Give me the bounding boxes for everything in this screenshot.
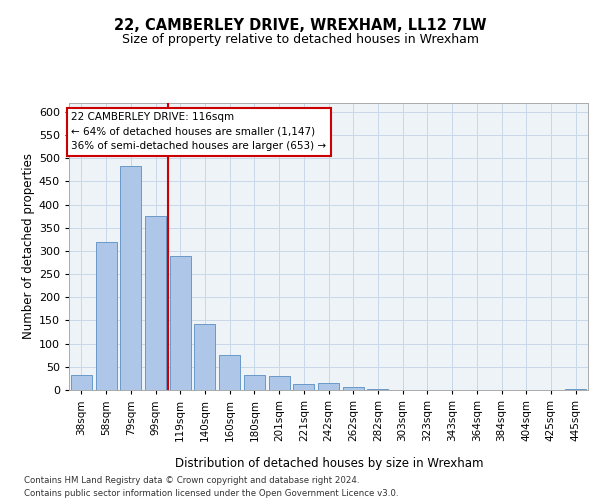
- Bar: [367, 389, 388, 390]
- Bar: [219, 355, 240, 390]
- Text: 22, CAMBERLEY DRIVE, WREXHAM, LL12 7LW: 22, CAMBERLEY DRIVE, WREXHAM, LL12 7LW: [114, 18, 486, 32]
- Text: 22 CAMBERLEY DRIVE: 116sqm
← 64% of detached houses are smaller (1,147)
36% of s: 22 CAMBERLEY DRIVE: 116sqm ← 64% of deta…: [71, 112, 326, 152]
- Bar: [343, 387, 364, 390]
- Text: Distribution of detached houses by size in Wrexham: Distribution of detached houses by size …: [175, 458, 483, 470]
- Bar: [293, 384, 314, 390]
- Text: Contains HM Land Registry data © Crown copyright and database right 2024.: Contains HM Land Registry data © Crown c…: [24, 476, 359, 485]
- Bar: [269, 376, 290, 390]
- Bar: [71, 374, 92, 390]
- Text: Size of property relative to detached houses in Wrexham: Size of property relative to detached ho…: [121, 34, 479, 46]
- Bar: [145, 216, 166, 390]
- Bar: [95, 242, 116, 390]
- Bar: [244, 374, 265, 390]
- Y-axis label: Number of detached properties: Number of detached properties: [22, 153, 35, 340]
- Bar: [120, 166, 141, 390]
- Bar: [170, 256, 191, 390]
- Bar: [194, 324, 215, 390]
- Text: Contains public sector information licensed under the Open Government Licence v3: Contains public sector information licen…: [24, 489, 398, 498]
- Bar: [565, 388, 586, 390]
- Bar: [318, 383, 339, 390]
